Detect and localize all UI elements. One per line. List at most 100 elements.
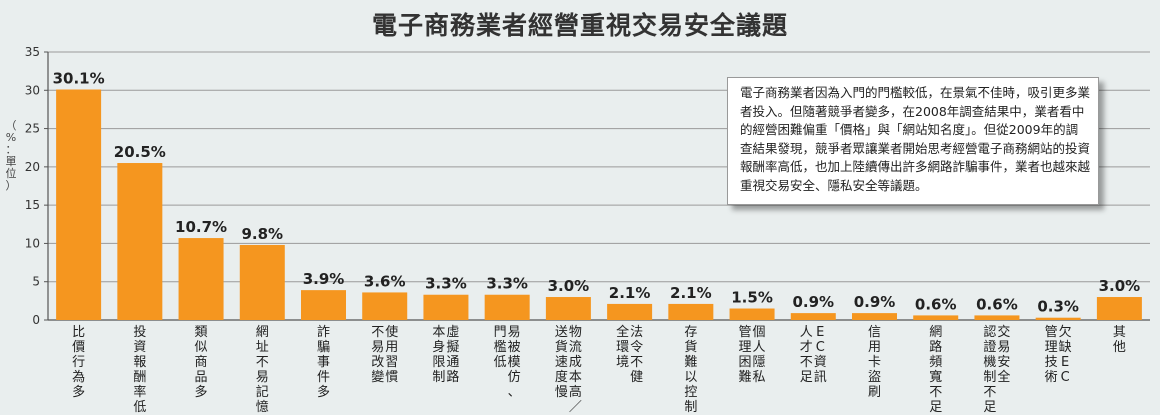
category-label-char: 檻: [494, 339, 507, 355]
category-label-char: 不: [630, 355, 643, 370]
bar: [1035, 317, 1081, 320]
category-label-char: 卡: [868, 355, 881, 370]
category-label-char: 不: [800, 355, 813, 370]
y-tick-label: 5: [32, 275, 40, 289]
value-label: 3.9%: [303, 270, 345, 288]
category-label-char: 個: [753, 325, 766, 340]
category-label-char: 制: [684, 400, 697, 415]
category-label-char: 不: [929, 385, 942, 400]
category-label-char: 交: [997, 324, 1010, 340]
category-label-char: 率: [133, 384, 146, 400]
category-label-char: 品: [195, 370, 208, 385]
category-label-char: 使: [385, 324, 398, 340]
category-label-char: 資: [133, 340, 146, 355]
category-label-char: 健: [630, 370, 643, 385]
bar: [790, 313, 836, 320]
category-label-char: 度: [555, 369, 568, 385]
category-label-char: 路: [929, 339, 942, 355]
category-label-char: 比: [72, 325, 85, 340]
category-label-char: 不: [256, 355, 269, 370]
bar: [852, 313, 897, 320]
category-label-char: 限: [432, 355, 445, 370]
y-tick-label: 10: [25, 236, 40, 250]
category-label-char: 才: [800, 340, 813, 355]
category-label-char: 理: [739, 340, 752, 355]
category-label-char: 易: [508, 325, 521, 340]
bar: [117, 163, 163, 320]
category-label-char: 人: [753, 340, 766, 355]
category-label-char: 件: [317, 370, 330, 385]
value-label: 2.1%: [670, 284, 712, 302]
category-label-char: 低: [494, 355, 507, 370]
bar: [178, 238, 224, 320]
bar: [607, 303, 653, 320]
category-label-char: 物: [569, 325, 582, 340]
category-label-char: 高: [569, 384, 582, 400]
category-label-char: 難: [684, 355, 697, 370]
category-label-char: 憶: [256, 400, 269, 415]
category-label-char: C: [1061, 370, 1070, 385]
category-label-char: 、: [508, 385, 521, 400]
y-tick-label: 20: [25, 160, 40, 174]
category-label-char: 事: [317, 355, 330, 370]
category-label-char: 難: [739, 370, 752, 385]
category-label-char: 為: [72, 369, 85, 385]
category-label-char: 存: [684, 325, 697, 340]
y-tick-label: 0: [32, 313, 40, 327]
value-label: 0.6%: [915, 295, 957, 313]
category-label-char: 足: [800, 370, 813, 385]
category-label-char: 多: [195, 384, 208, 400]
category-label-char: 本: [569, 370, 582, 385]
category-label-char: 慢: [555, 384, 568, 400]
category-label-char: 制: [432, 370, 445, 385]
category-label-char: E: [1061, 355, 1069, 370]
bar: [362, 292, 408, 320]
category-label-char: 用: [385, 340, 398, 355]
category-label-char: 變: [371, 369, 384, 385]
category-label-char: 理: [1045, 340, 1058, 355]
category-label-char: C: [816, 340, 825, 355]
y-tick-label: 25: [25, 122, 40, 136]
category-label-char: E: [816, 325, 824, 340]
category-label-char: 身: [432, 339, 445, 355]
category-label-char: 足: [983, 400, 996, 415]
value-label: 3.0%: [548, 277, 590, 295]
category-label-char: 門: [494, 325, 507, 340]
category-label-char: 送: [555, 325, 568, 340]
category-label-char: 易: [371, 340, 384, 355]
category-label-char: 盜: [868, 370, 881, 385]
category-label-char: 以: [684, 370, 697, 385]
annotation-callout: 電子商務業者因為入門的門檻較低，在景氣不佳時，吸引更多業者投入。但隨著競爭者變多…: [727, 77, 1099, 205]
category-label-char: 習: [385, 355, 398, 370]
category-label-char: 安: [997, 355, 1010, 370]
category-label-char: 價: [72, 340, 85, 355]
category-label-char: 證: [983, 339, 996, 355]
bar: [239, 244, 285, 320]
category-label-char: 擬: [446, 339, 459, 355]
category-label-char: 易: [256, 370, 269, 385]
category-label-char: 寬: [929, 369, 942, 385]
category-label-char: 仿: [508, 370, 521, 385]
category-label-char: 詐: [317, 324, 330, 340]
category-label-char: 管: [1045, 325, 1058, 340]
value-label: 10.7%: [175, 218, 227, 236]
category-label-char: 訊: [814, 370, 827, 385]
category-label-char: 信: [868, 325, 881, 340]
category-label-char: 改: [371, 355, 384, 370]
category-label-char: 本: [432, 325, 445, 340]
category-label-char: 境: [616, 355, 629, 370]
category-label-char: 全: [997, 369, 1010, 385]
